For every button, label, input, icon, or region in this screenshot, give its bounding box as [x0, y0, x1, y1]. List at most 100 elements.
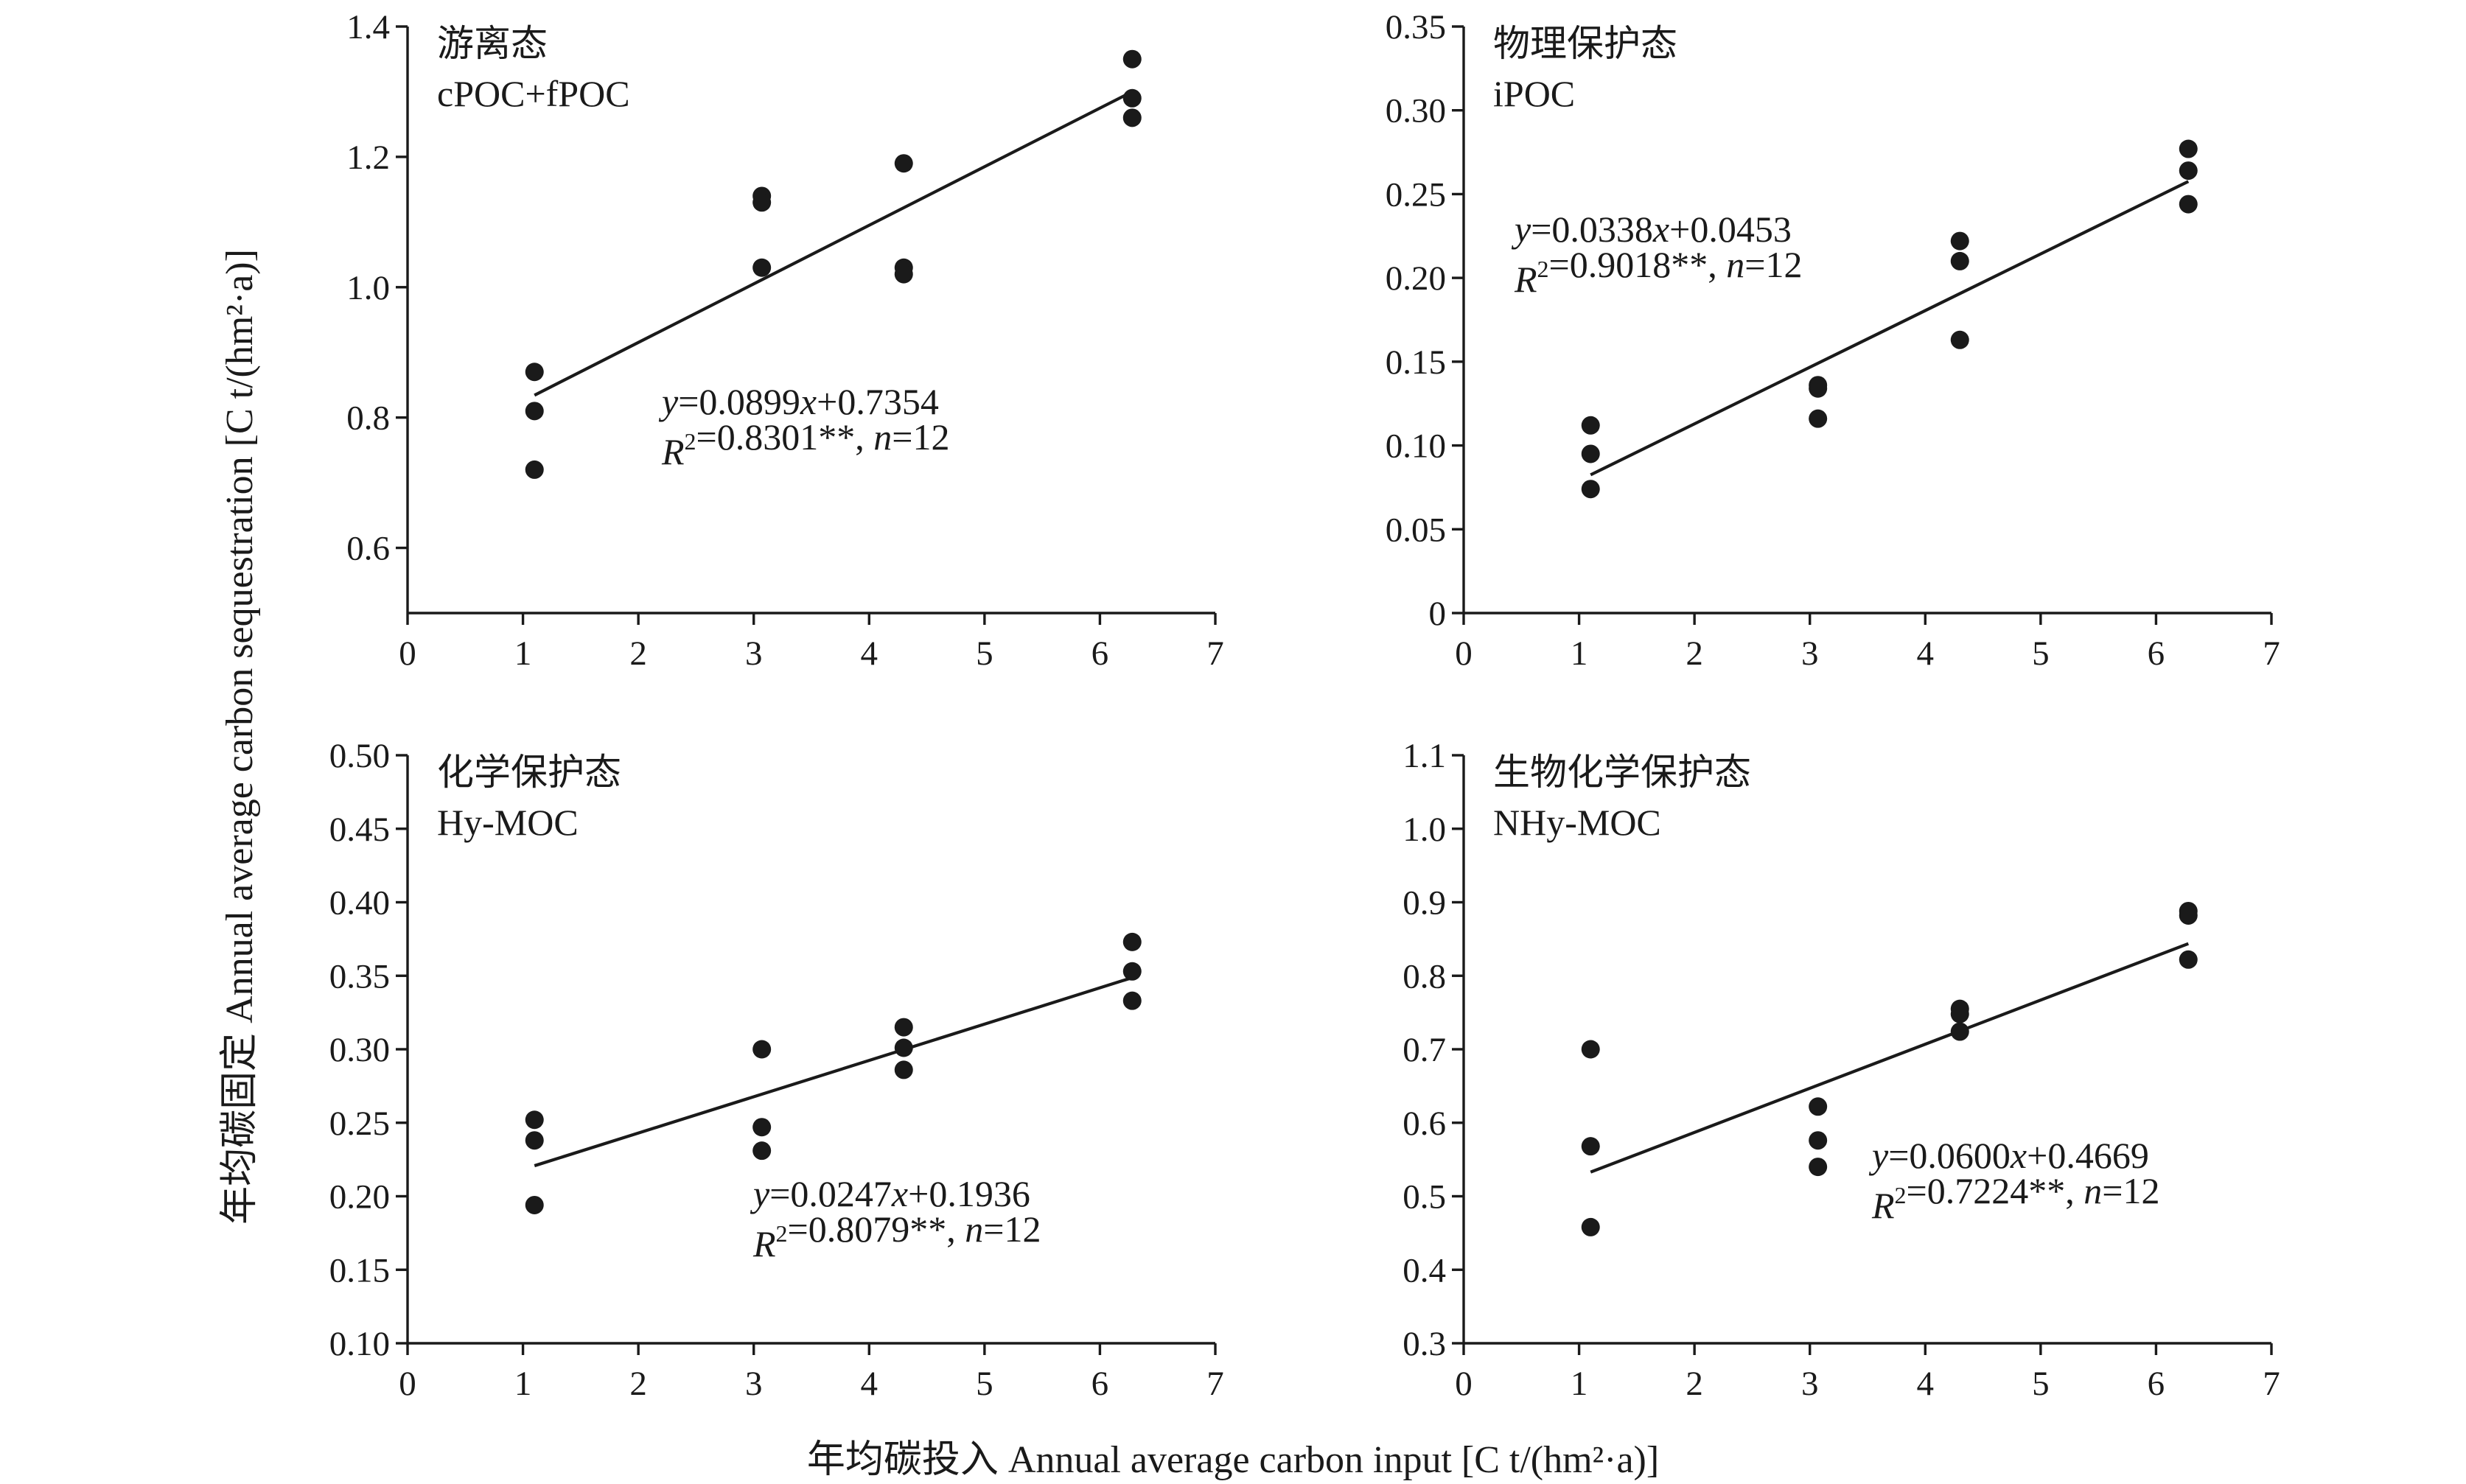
x-tick-label: 7	[1206, 634, 1224, 673]
y-tick-label: 0.15	[1386, 343, 1446, 382]
y-axis-label: 年均碳固定 Annual average carbon sequestratio…	[219, 249, 261, 1225]
scatter-panel-4: 0 1 2 3 4 5 6 7 0.3 0.4 0.5 0.6 0.7 0.8 0.9 1.0 1.1 生物化学保…	[1403, 737, 2280, 1403]
panel-title: 物理保护态	[1493, 23, 1677, 64]
data-point	[2179, 161, 2198, 181]
y-tick-label: 0.20	[1386, 259, 1446, 298]
y-tick-label: 0.35	[1386, 8, 1446, 46]
y-tick-label: 0.30	[1386, 92, 1446, 130]
data-point	[1122, 108, 1142, 127]
data-point	[1581, 1217, 1600, 1236]
regression-equation: y=0.0247x+0.1936	[750, 1173, 1030, 1214]
panel-subtitle: Hy-MOC	[437, 802, 579, 843]
x-tick-label: 1	[514, 1365, 532, 1403]
data-point	[1581, 480, 1600, 499]
data-point	[1950, 1004, 1969, 1023]
y-tick-label: 1.2	[346, 139, 390, 177]
regression-line	[1590, 942, 2190, 1174]
x-tick-label: 2	[629, 1365, 647, 1403]
panel-subtitle: iPOC	[1493, 73, 1575, 114]
data-point	[525, 1195, 544, 1214]
x-tick-label: 0	[1455, 1365, 1473, 1403]
panel-title: 生物化学保护态	[1493, 752, 1751, 793]
y-tick-label: 0.10	[1386, 427, 1446, 466]
data-point	[1581, 1137, 1600, 1156]
x-tick-label: 1	[1571, 1365, 1588, 1403]
regression-stats: R2=0.8079**, n=12	[752, 1208, 1041, 1264]
regression-line	[534, 90, 1134, 397]
y-tick-label: 1.4	[346, 8, 390, 46]
data-point	[752, 1040, 772, 1059]
y-tick-label: 0.7	[1403, 1031, 1446, 1069]
y-tick-label: 0.05	[1386, 511, 1446, 549]
panel-title: 化学保护态	[437, 752, 621, 793]
data-point	[752, 1118, 772, 1137]
panel-subtitle: NHy-MOC	[1493, 802, 1661, 843]
data-point	[894, 1018, 913, 1037]
data-point	[2179, 195, 2198, 214]
y-tick-label: 0.8	[1403, 957, 1446, 995]
y-tick-label: 0.50	[329, 737, 390, 775]
data-point	[894, 1038, 913, 1057]
data-point	[1581, 1040, 1600, 1059]
data-point	[1809, 1097, 1828, 1116]
x-tick-label: 4	[1917, 1365, 1935, 1403]
panel-title: 游离态	[437, 23, 548, 64]
data-point	[1950, 231, 1969, 251]
data-point	[1950, 330, 1969, 349]
scatter-panel-3: 0 1 2 3 4 5 6 7 0.10 0.15 0.20 0.25 0.30 0.35 0.40 0.45…	[329, 737, 1224, 1403]
x-tick-label: 2	[1686, 634, 1703, 673]
x-tick-label: 4	[861, 1365, 879, 1403]
scatter-panel-1: 0 1 2 3 4 5 6 7 0.6 0.8 1.0 1.2 1.4 游离态 cPOC+fPOC y=0.0…	[346, 8, 1224, 673]
y-tick-label: 1.1	[1403, 737, 1446, 775]
x-tick-label: 5	[976, 1365, 993, 1403]
y-tick-label: 0.8	[346, 399, 390, 438]
y-tick-label: 0.45	[329, 811, 390, 849]
y-tick-label: 0.3	[1403, 1325, 1446, 1363]
regression-line	[534, 976, 1133, 1168]
y-tick-label: 0.4	[1403, 1251, 1446, 1289]
data-point	[1122, 991, 1142, 1010]
regression-stats: R2=0.9018**, n=12	[1514, 244, 1802, 300]
data-point	[1122, 932, 1142, 951]
x-tick-label: 6	[1091, 1365, 1109, 1403]
data-point	[894, 265, 913, 284]
data-point	[1122, 88, 1142, 108]
x-tick-label: 0	[399, 634, 416, 673]
x-tick-label: 6	[1091, 634, 1109, 673]
y-tick-label: 0.40	[329, 884, 390, 923]
x-tick-label: 1	[1571, 634, 1588, 673]
x-tick-label: 5	[2032, 1365, 2050, 1403]
data-point	[1809, 409, 1828, 428]
data-point	[1581, 416, 1600, 435]
data-point	[1950, 251, 1969, 270]
x-tick-label: 2	[629, 634, 647, 673]
data-point	[752, 193, 772, 212]
data-point	[525, 1131, 544, 1150]
data-point	[525, 460, 544, 479]
y-tick-label: 0.9	[1403, 884, 1446, 923]
x-tick-label: 1	[514, 634, 532, 673]
data-point	[1122, 49, 1142, 69]
data-point	[1950, 1022, 1969, 1041]
regression-equation: y=0.0600x+0.4669	[1868, 1135, 2149, 1176]
panel-subtitle: cPOC+fPOC	[437, 73, 630, 114]
x-tick-label: 5	[2032, 634, 2050, 673]
x-tick-label: 2	[1686, 1365, 1703, 1403]
x-axis-label: 年均碳投入 Annual average carbon input [C t/(…	[807, 1439, 1659, 1481]
data-point	[752, 258, 772, 277]
regression-stats: R2=0.7224**, n=12	[1871, 1170, 2159, 1226]
x-tick-label: 5	[976, 634, 993, 673]
x-tick-label: 3	[745, 634, 763, 673]
data-point	[1809, 1131, 1828, 1150]
y-tick-label: 0.25	[1386, 175, 1446, 214]
x-tick-label: 7	[2263, 634, 2280, 673]
x-tick-label: 3	[745, 1365, 763, 1403]
y-tick-label: 0.20	[329, 1178, 390, 1217]
y-tick-label: 1.0	[1403, 811, 1446, 849]
data-point	[1581, 444, 1600, 463]
data-point	[894, 1060, 913, 1079]
x-tick-label: 6	[2148, 634, 2165, 673]
y-tick-label: 0.30	[329, 1031, 390, 1069]
y-tick-label: 0.6	[346, 530, 390, 568]
